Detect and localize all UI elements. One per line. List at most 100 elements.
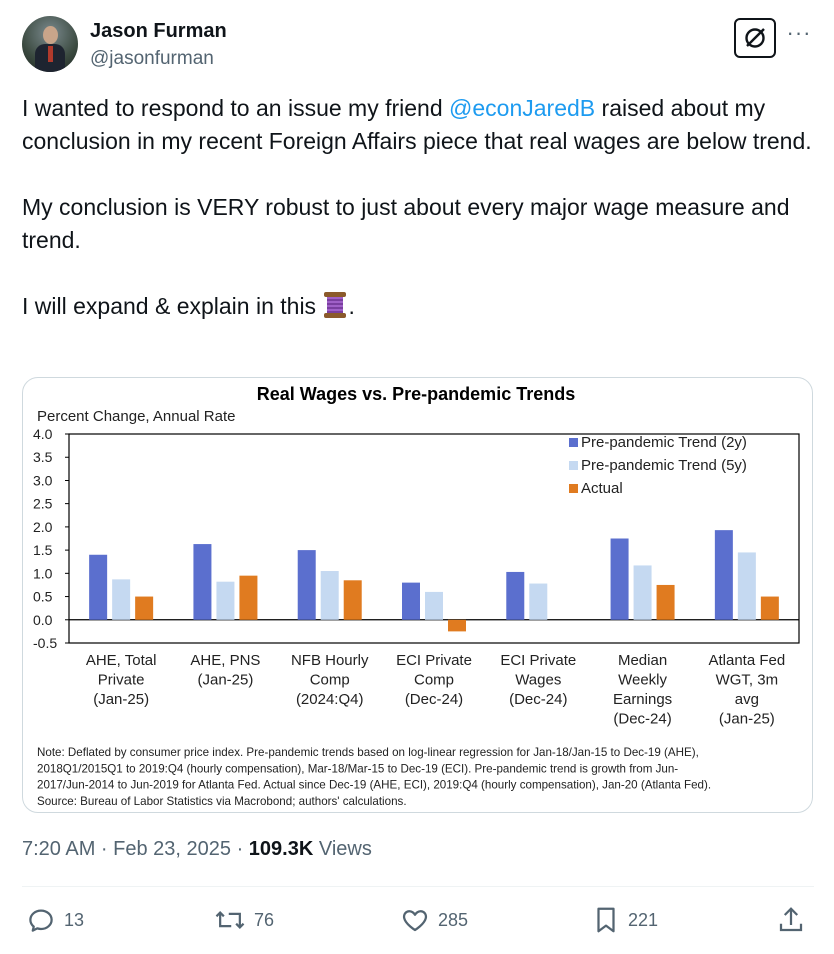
chart-note-line: 2017/Jun-2014 to Jun-2019 for Atlanta Fe… <box>37 779 711 792</box>
y-tick-label: 3.5 <box>33 449 53 465</box>
repost-button[interactable]: 76 <box>214 900 274 940</box>
reply-button[interactable]: 13 <box>26 900 84 940</box>
x-category-label: Atlanta Fed <box>708 652 785 669</box>
bar <box>760 596 779 620</box>
timestamp[interactable]: 7:20 AM · Feb 23, 2025 · <box>22 838 249 860</box>
bar <box>216 581 235 620</box>
x-category-label: (Jan-25) <box>197 672 253 689</box>
tweet-text: I wanted to respond to an issue my frien… <box>22 92 814 323</box>
tweet-header: Jason Furman @jasonfurman ··· <box>22 16 812 76</box>
reply-count: 13 <box>64 909 85 930</box>
repost-icon <box>215 911 245 929</box>
y-tick-label: 0.5 <box>33 589 53 605</box>
x-category-label: AHE, Total <box>86 652 157 669</box>
legend-swatch <box>569 461 578 470</box>
heart-icon <box>402 910 428 932</box>
y-tick-label: 1.5 <box>33 542 53 558</box>
y-tick-label: 0.0 <box>33 612 53 628</box>
more-icon[interactable]: ··· <box>786 20 812 45</box>
legend-label: Actual <box>581 480 623 497</box>
x-category-label: (2024:Q4) <box>296 691 364 708</box>
x-category-label: Comp <box>414 672 454 689</box>
x-category-label: (Dec-24) <box>509 691 567 708</box>
y-tick-label: 3.0 <box>33 472 53 488</box>
bar <box>529 583 548 620</box>
legend-swatch <box>569 438 578 447</box>
x-category-label: (Jan-25) <box>93 691 149 708</box>
author-name[interactable]: Jason Furman <box>90 20 227 42</box>
bookmark-count: 221 <box>628 909 659 930</box>
thread-spool-icon <box>324 292 347 318</box>
bar <box>135 596 154 620</box>
bar <box>448 619 466 632</box>
x-category-label: ECI Private <box>500 652 576 669</box>
tweet-paragraph-3: I will expand & explain in this . <box>22 292 355 319</box>
reply-icon <box>29 909 53 932</box>
y-tick-label: 2.5 <box>33 496 53 512</box>
chart-note-line: Source: Bureau of Labor Statistics via M… <box>37 795 407 808</box>
bookmark-button[interactable]: 221 <box>592 900 658 940</box>
like-button[interactable]: 285 <box>400 900 468 940</box>
x-category-label: Median <box>618 652 667 669</box>
bar-chart: Real Wages vs. Pre-pandemic Trends Percen… <box>33 384 800 808</box>
bar <box>656 584 675 620</box>
legend-label: Pre-pandemic Trend (5y) <box>581 457 747 474</box>
x-category-label: ECI Private <box>396 652 472 669</box>
chart-note-line: Note: Deflated by consumer price index. … <box>37 746 699 759</box>
repost-count: 76 <box>254 909 275 930</box>
bar <box>297 550 316 620</box>
plot-frame <box>68 433 800 644</box>
bar <box>112 579 131 620</box>
share-icon <box>779 907 803 932</box>
y-tick-label: 4.0 <box>33 426 53 442</box>
bar <box>425 591 443 620</box>
y-tick-label: 1.0 <box>33 565 53 581</box>
legend-swatch <box>569 484 578 493</box>
bar <box>610 538 629 620</box>
bookmark-icon <box>597 907 615 933</box>
x-category-label: (Dec-24) <box>405 691 463 708</box>
views-label: Views <box>313 838 372 860</box>
x-category-label: AHE, PNS <box>190 652 260 669</box>
legend-label: Pre-pandemic Trend (2y) <box>581 434 747 451</box>
x-category-label: avg <box>735 691 759 708</box>
bar <box>714 530 733 620</box>
tweet-paragraph-1: I wanted to respond to an issue my frien… <box>22 95 812 154</box>
divider <box>22 886 814 887</box>
chart-ylabel: Percent Change, Annual Rate <box>37 408 235 425</box>
bar <box>89 554 108 620</box>
avatar[interactable] <box>22 16 78 72</box>
x-category-label: Comp <box>310 672 350 689</box>
tweet-meta: 7:20 AM · Feb 23, 2025 · 109.3K Views <box>22 838 372 861</box>
x-category-label: (Jan-25) <box>719 711 775 728</box>
bar <box>633 565 652 620</box>
author-handle[interactable]: @jasonfurman <box>90 48 214 69</box>
bar <box>737 552 756 620</box>
tweet-paragraph-2: My conclusion is VERY robust to just abo… <box>22 194 790 253</box>
y-tick-label: 2.0 <box>33 519 53 535</box>
mention-link[interactable]: @econJaredB <box>449 95 596 121</box>
bar <box>320 571 339 620</box>
x-category-label: Private <box>98 672 145 689</box>
grok-icon <box>745 28 765 48</box>
x-category-label: Wages <box>515 672 561 689</box>
action-bar: 13 76 285 221 <box>22 900 814 942</box>
chart-image[interactable]: Real Wages vs. Pre-pandemic Trends Percen… <box>22 377 813 813</box>
x-category-label: WGT, 3m <box>716 672 779 689</box>
bar <box>402 582 420 620</box>
x-category-label: (Dec-24) <box>613 711 671 728</box>
chart-note-line: 2018Q1/2015Q1 to 2019:Q4 (hourly compens… <box>37 762 678 775</box>
views-count: 109.3K <box>248 838 314 860</box>
like-count: 285 <box>438 909 469 930</box>
bar <box>239 575 258 620</box>
bar <box>343 580 362 620</box>
bar <box>506 571 525 620</box>
x-category-label: NFB Hourly <box>291 652 369 669</box>
bar <box>193 544 212 620</box>
y-tick-label: -0.5 <box>33 635 57 651</box>
grok-button[interactable] <box>734 18 776 58</box>
share-button[interactable] <box>776 900 814 940</box>
x-category-label: Earnings <box>613 691 672 708</box>
x-category-label: Weekly <box>618 672 667 689</box>
chart-title: Real Wages vs. Pre-pandemic Trends <box>257 384 575 404</box>
